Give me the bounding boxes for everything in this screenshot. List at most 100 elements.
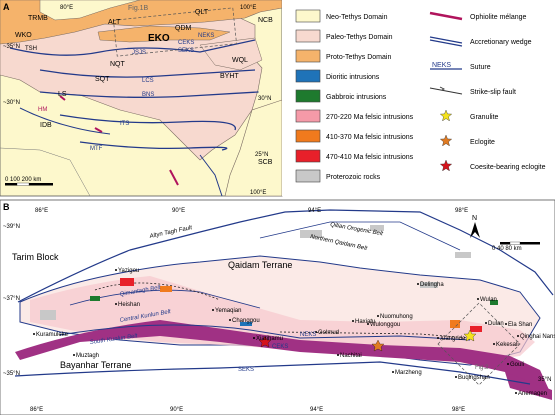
star-icon [439,159,453,172]
lon-94-bottom: 94°E [310,407,323,413]
block-label: ITS [120,121,129,127]
block-label: HM [38,107,47,113]
region-qaidam: Qaidam Terrane [228,260,292,270]
lat-25: 25°N [255,152,268,158]
suture-tag: NEKS [432,62,451,69]
block-label: IDB [40,122,52,129]
legend-item: Proterozoic rocks [295,169,381,183]
star-icon [439,134,453,147]
place-label: Qinghai Nanshan [520,334,555,340]
legend-swatch [295,169,321,183]
lat-30-right: 30°N [258,96,271,102]
lon-86-bottom: 86°E [30,407,43,413]
panel-b-map [0,199,555,416]
block-label: SCB [258,159,273,166]
legend-item: 470-410 Ma felsic intrusions [295,149,414,163]
block-label: BNS [142,92,154,98]
place-dot [115,303,117,305]
place-label: Muztagh [76,353,99,359]
lat-35: ~35°N [3,371,20,377]
place-label: Nuomuhong [380,314,413,320]
place-label: Dulan [488,321,504,327]
place-dot [455,376,457,378]
place-dot [33,333,35,335]
panel-b-scale: N 0 40 80 km Fig.2 [470,215,540,371]
legend-swatch [295,109,321,123]
block-label: SQT [95,76,110,83]
place-dot [352,320,354,322]
panel-a-scale: 0 100 200 km [5,177,53,186]
place-dot [493,343,495,345]
legend-label: Gabbroic intrusions [326,94,387,101]
legend-symbol-label: Accretionary wedge [470,39,532,46]
place-label: Yemaqian [215,308,241,314]
legend-symbol-item: Coesite-bearing eclogite [439,159,546,172]
place-dot [485,322,487,324]
panel-b-places: Yazigou Yemaqian Changgou Heishan Kuramuleke… [33,268,555,397]
lon-90-bottom: 90°E [170,407,183,413]
place-dot [212,309,214,311]
place-label: Changgou [232,318,260,324]
place-label: Xiarihamu [256,336,283,342]
lon-98-bottom: 98°E [452,407,465,413]
legend-label: 270-220 Ma felsic intrusions [326,114,414,121]
legend-swatch [295,89,321,103]
place-dot [367,323,369,325]
legend-item: Neo-Tethys Domain [295,9,388,23]
lon-80: 80°E [60,5,73,11]
block-label: WQL [232,57,248,64]
block-label: ALT [108,19,121,26]
suture-label: SEKS [238,367,254,373]
legend-swatch [295,9,321,23]
place-label: Kekesali [496,342,519,348]
place-label: Ela Shan [508,322,532,328]
legend-item: Dioritic intrusions [295,69,380,83]
place-label: Marzheng [395,370,422,376]
block-label: JSJS [132,50,146,56]
ophiolite-icon [429,11,463,21]
legend-label: Paleo-Tethys Domain [326,34,393,41]
lon-90: 90°E [172,208,185,214]
place-label: Gouli [510,362,524,368]
legend-label: Proterozoic rocks [326,174,381,181]
suture-label: NEKS [300,332,316,338]
legend-symbol-item: Eclogite [439,134,495,147]
block-label: MTF [90,146,103,152]
block-label: QLT [195,9,209,16]
place-dot [73,354,75,356]
place-label: Wulan [480,297,497,303]
lat-30: ~30°N [3,100,20,106]
legend-item: Proto-Tethys Domain [295,49,391,63]
place-dot [477,298,479,300]
place-label: Heishan [118,302,140,308]
legend-swatch [295,29,321,43]
legend-symbol-label: Strike-slip fault [470,89,516,96]
legend-swatch [295,129,321,143]
legend-symbol-item: Strike-slip fault [429,86,516,96]
place-label: Anemaqen [518,391,547,397]
block-label: SEKS [178,48,194,54]
fault-icon [429,86,463,95]
place-dot [517,335,519,337]
legend: Neo-Tethys Domain Paleo-Tethys Domain Prot… [282,0,555,196]
region-bayanhar: Bayanhar Terrane [60,360,131,370]
fig-1b-label: Fig.1B [128,5,149,12]
block-label: LS [58,91,67,98]
place-label: Buqingshan [458,375,490,381]
legend-label: 470-410 Ma felsic intrusions [326,154,414,161]
legend-label: Proto-Tethys Domain [326,54,391,61]
north-arrow-icon [470,222,480,238]
lon-98: 98°E [455,208,468,214]
place-dot [315,331,317,333]
legend-item: 270-220 Ma felsic intrusions [295,109,414,123]
legend-item: 410-370 Ma felsic intrusions [295,129,414,143]
scale-label: 0 100 200 km [5,177,41,183]
place-dot [253,337,255,339]
lat-39: ~39°N [3,224,20,230]
legend-symbol-label: Coesite-bearing eclogite [470,164,546,171]
block-label: EKO [148,33,170,44]
block-label: QDM [175,25,192,32]
legend-symbol-item: NEKS Suture [430,62,491,71]
